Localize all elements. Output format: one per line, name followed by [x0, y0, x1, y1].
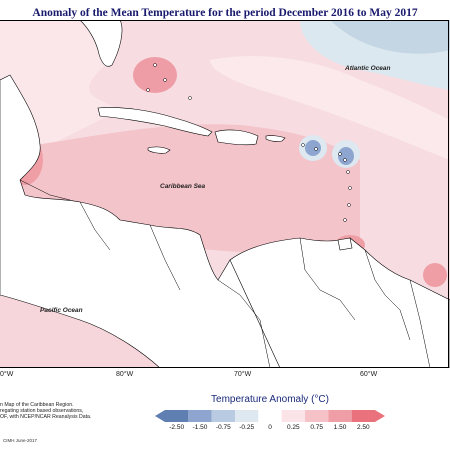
hispaniola [214, 129, 259, 146]
note-line-2: regating station based observations, [0, 408, 84, 415]
central-america [0, 74, 281, 368]
land-masses [0, 20, 450, 368]
anomaly-light-band [210, 56, 450, 160]
legend-swatch [281, 410, 305, 422]
label-caribbean-sea: Caribbean Sea [160, 183, 206, 190]
legend-tick-label: 1.50 [333, 424, 347, 431]
note-line-1: n Map of the Caribbean Region. [0, 402, 74, 408]
legend-swatch [351, 410, 385, 422]
lon-tick-label: 60°W [360, 371, 378, 378]
legend-swatch [188, 410, 212, 422]
map-title: Anomaly of the Mean Temperature for the … [32, 7, 418, 19]
legend-title: Temperature Anomaly (°C) [211, 394, 329, 405]
florida [79, 20, 123, 67]
lon-tick-label: 0°W [0, 371, 14, 378]
legend-tick-label: 0.75 [310, 424, 323, 431]
legend-tick-label: 0.25 [287, 424, 300, 431]
legend-swatch [211, 410, 235, 422]
puerto-rico [265, 135, 286, 142]
map-notes: n Map of the Caribbean Region. regating … [0, 402, 110, 421]
anomaly-bahamas-hotspot [133, 57, 177, 93]
legend-tick-label: -0.25 [239, 424, 255, 431]
anomaly-cool-core-1 [305, 140, 321, 156]
anomaly-guyana-hotspot [423, 263, 447, 287]
anomaly-cool-core-2 [338, 147, 354, 165]
legend-swatch [235, 410, 259, 422]
trinidad [337, 237, 353, 251]
label-atlantic-ocean: Atlantic Ocean [344, 65, 391, 72]
label-pacific-ocean: Pacific Ocean [40, 307, 83, 314]
map-frame [0, 20, 449, 368]
lon-tick-label: 80°W [116, 371, 134, 378]
legend-tick-label: -2.50 [169, 424, 185, 431]
cuba [97, 107, 213, 137]
legend-swatch [258, 410, 282, 422]
legend-swatch [328, 410, 352, 422]
legend-tick-label: 2.50 [357, 424, 370, 431]
legend-swatch [305, 410, 329, 422]
legend-colorbar [155, 410, 385, 422]
legend-swatch [155, 410, 189, 422]
jamaica [147, 146, 171, 154]
credit-text: CIMH June-2017 [3, 438, 38, 443]
small-islands [146, 63, 352, 222]
caribbean-anomaly-map: Atlantic Ocean Caribbean Sea Pacific Oce… [0, 20, 450, 368]
legend-tick-labels: -2.50 -1.50 -0.75 -0.25 0 0.25 0.75 1.50 2.50 [155, 424, 385, 434]
lon-tick-label: 70°W [234, 371, 252, 378]
country-borders [19, 179, 431, 368]
legend-tick-label: -0.75 [215, 424, 231, 431]
legend-tick-label: 0 [268, 424, 272, 431]
legend-tick-label: -1.50 [192, 424, 208, 431]
note-line-3: OF, with NCEP/NCAR Reanalysis Data. [0, 414, 92, 421]
anomaly-cool-core-atlantic [330, 20, 450, 54]
